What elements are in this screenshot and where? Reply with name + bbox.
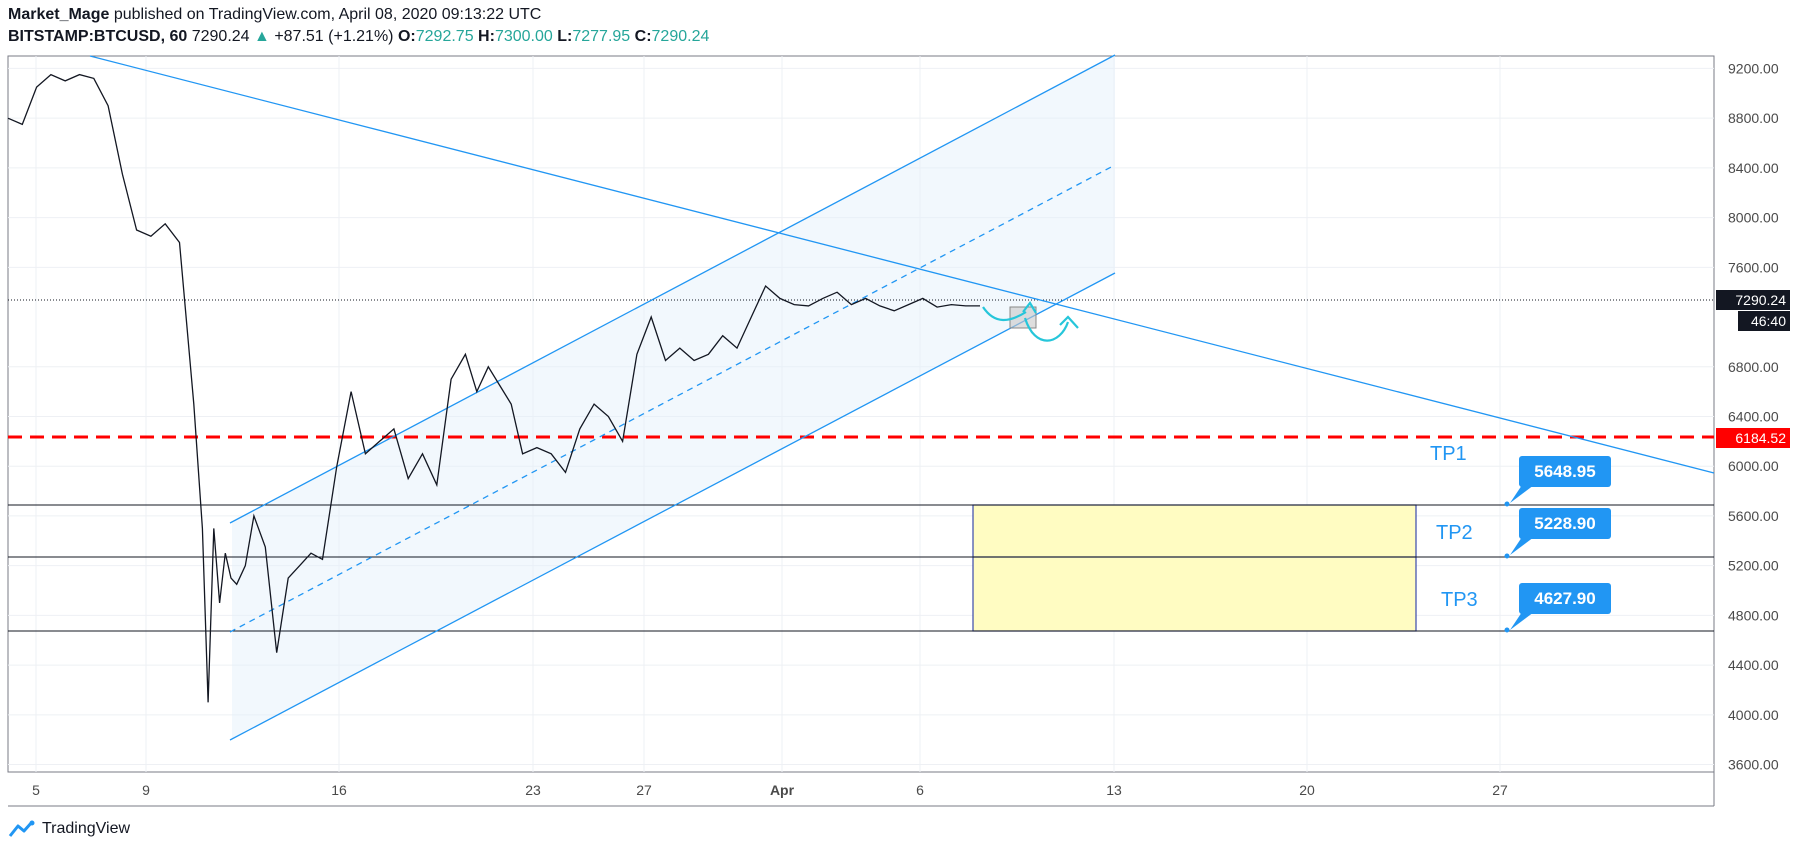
open-value: 7292.75 xyxy=(415,28,474,45)
channel-lower-line[interactable] xyxy=(229,272,1116,741)
support-level-badge-text: 6184.52 xyxy=(1735,430,1786,446)
channel-upper-line[interactable] xyxy=(229,54,1116,524)
tradingview-logo-icon xyxy=(8,820,35,837)
projection-curve-up xyxy=(1023,317,1070,342)
tp2-value: 5228.90 xyxy=(1534,514,1595,533)
price-tick-label: 6800.00 xyxy=(1728,359,1779,375)
descending-trendline[interactable] xyxy=(89,55,1715,474)
low-value: 7277.95 xyxy=(572,28,631,45)
tp1-label: TP1 xyxy=(1430,443,1467,465)
bar-countdown: 46:40 xyxy=(1751,313,1786,329)
symbol-name[interactable]: BITSTAMP:BTCUSD, 60 xyxy=(8,28,188,45)
price-tick-label: 4000.00 xyxy=(1728,707,1779,723)
channel-median-line[interactable] xyxy=(229,164,1116,633)
price-tick-label: 9200.00 xyxy=(1728,60,1779,76)
author-name[interactable]: Market_Mage xyxy=(8,6,110,23)
price-change: +87.51 (+1.21%) xyxy=(274,28,394,45)
target-zone-box xyxy=(972,504,1417,632)
time-tick-label: 16 xyxy=(331,782,347,798)
grid xyxy=(8,56,1714,772)
symbol-legend: BITSTAMP:BTCUSD, 60 7290.24 ▲ +87.51 (+1… xyxy=(8,28,709,46)
change-arrow-icon: ▲ xyxy=(254,28,270,45)
time-tick-label: 5 xyxy=(32,782,40,798)
time-tick-label: 9 xyxy=(142,782,150,798)
channel-fill xyxy=(232,55,1115,738)
time-tick-label: 27 xyxy=(1492,782,1508,798)
price-tick-label: 6400.00 xyxy=(1728,408,1779,424)
time-tick-label: 6 xyxy=(916,782,924,798)
price-tick-label: 4800.00 xyxy=(1728,607,1779,623)
entry-marker-box xyxy=(1009,306,1037,329)
tp2-label: TP2 xyxy=(1436,522,1473,544)
price-series-line xyxy=(7,73,980,703)
time-tick-label: 13 xyxy=(1106,782,1122,798)
footer-branding[interactable]: TradingView xyxy=(8,820,130,838)
published-text: published on TradingView.com, April 08, … xyxy=(113,6,542,23)
last-price-badge-text: 7290.24 xyxy=(1735,292,1786,308)
open-label: O: xyxy=(397,28,416,45)
tp3-value: 4627.90 xyxy=(1534,589,1595,608)
close-value: 7290.24 xyxy=(651,28,710,45)
price-tick-label: 3600.00 xyxy=(1728,757,1779,773)
last-price: 7290.24 xyxy=(191,28,250,45)
footer-brand-text: TradingView xyxy=(42,820,131,837)
projection-arrow-icon xyxy=(1022,301,1037,314)
time-axis[interactable]: 5 9 16 23 27 Apr 6 13 20 27 xyxy=(32,782,1508,798)
tp3-value-callout[interactable]: 4627.90 xyxy=(1504,583,1612,633)
projection-up-arrow-icon xyxy=(1059,315,1079,329)
projection-curve-down xyxy=(982,306,1027,322)
close-label: C: xyxy=(634,28,652,45)
low-label: L: xyxy=(557,28,573,45)
support-level-badge: 6184.52 xyxy=(1716,428,1790,448)
price-tick-label: 5600.00 xyxy=(1728,508,1779,524)
tp2-value-callout[interactable]: 5228.90 xyxy=(1504,508,1612,559)
publish-info: Market_Mage published on TradingView.com… xyxy=(8,6,541,24)
time-tick-label: 20 xyxy=(1299,782,1315,798)
high-label: H: xyxy=(478,28,495,45)
price-axis[interactable]: 9200.00 8800.00 8400.00 8000.00 7600.00 6800.… xyxy=(1728,60,1779,772)
price-tick-label: 8800.00 xyxy=(1728,110,1779,126)
tp1-value-callout[interactable]: 5648.95 xyxy=(1504,456,1612,507)
price-tick-label: 5200.00 xyxy=(1728,558,1779,574)
price-tick-label: 8000.00 xyxy=(1728,210,1779,226)
time-tick-label: Apr xyxy=(770,782,795,798)
price-tick-label: 4400.00 xyxy=(1728,657,1779,673)
last-price-badge: 7290.24 46:40 xyxy=(1716,290,1790,331)
high-value: 7300.00 xyxy=(494,28,553,45)
time-tick-label: 27 xyxy=(636,782,652,798)
price-tick-label: 8400.00 xyxy=(1728,160,1779,176)
tp1-value: 5648.95 xyxy=(1534,462,1595,481)
price-tick-label: 6000.00 xyxy=(1728,458,1779,474)
tp3-label: TP3 xyxy=(1441,589,1478,611)
time-tick-label: 23 xyxy=(525,782,541,798)
price-tick-label: 7600.00 xyxy=(1728,259,1779,275)
